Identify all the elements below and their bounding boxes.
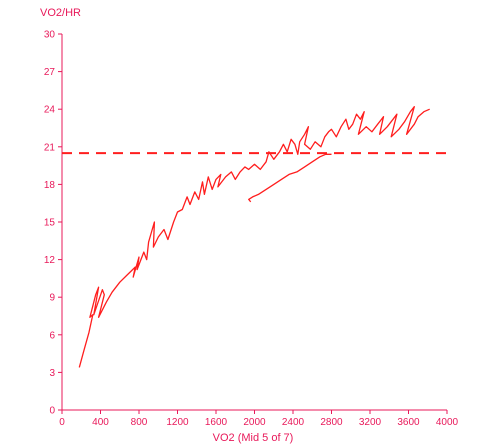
series-group <box>78 106 430 368</box>
y-tick-label: 0 <box>49 406 55 417</box>
x-tick-label: 2800 <box>320 417 343 428</box>
y-axis-ticks: 0 3 6 9 12 15 18 21 24 27 30 <box>44 30 62 417</box>
x-tick-label: 2400 <box>282 417 305 428</box>
y-tick-label: 6 <box>49 330 55 341</box>
x-tick-label: 3200 <box>359 417 382 428</box>
y-tick-label: 21 <box>44 142 56 153</box>
series-line-2 <box>248 153 332 203</box>
y-tick-label: 3 <box>49 368 55 379</box>
series-line-1 <box>78 106 430 368</box>
y-tick-label: 24 <box>44 105 56 116</box>
y-tick-label: 18 <box>44 180 56 191</box>
x-tick-label: 3600 <box>397 417 420 428</box>
y-tick-label: 30 <box>44 30 56 41</box>
x-tick-label: 1200 <box>166 417 189 428</box>
x-tick-label: 0 <box>59 417 65 428</box>
x-tick-label: 4000 <box>436 417 459 428</box>
x-tick-label: 1600 <box>205 417 228 428</box>
x-tick-label: 2000 <box>243 417 266 428</box>
y-tick-label: 12 <box>44 255 56 266</box>
y-tick-label: 15 <box>44 218 56 229</box>
y-tick-label: 27 <box>44 67 56 78</box>
x-tick-label: 800 <box>131 417 148 428</box>
x-axis-title: VO2 (Mid 5 of 7) <box>213 432 294 444</box>
y-axis-title: VO2/HR <box>40 7 81 19</box>
x-axis-ticks: 0 400 800 1200 1600 2000 2400 2800 3200 3600 4000 <box>59 410 459 428</box>
x-tick-label: 400 <box>92 417 109 428</box>
y-tick-label: 9 <box>49 293 55 304</box>
